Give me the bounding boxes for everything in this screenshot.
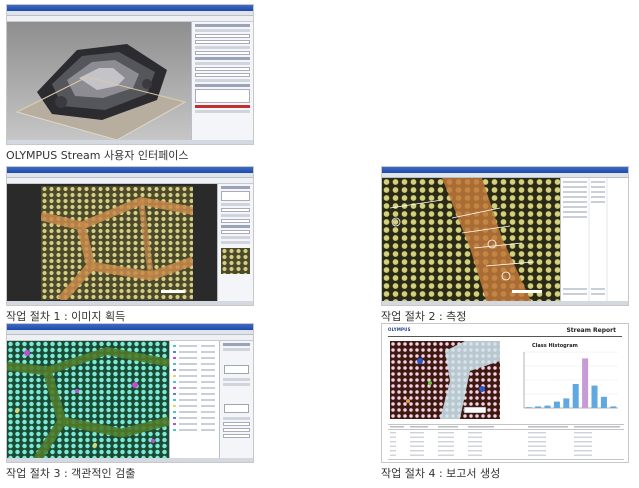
live-image-viewport [7, 184, 219, 301]
table-cell [468, 450, 482, 452]
report-image [390, 341, 500, 419]
table-cell [574, 450, 592, 452]
table-cell [574, 445, 592, 447]
properties-panel [191, 22, 253, 144]
histogram-bar [600, 396, 607, 408]
table-cell [528, 432, 546, 434]
table-cell [468, 454, 482, 456]
table-cell [468, 445, 482, 447]
table-cell [410, 436, 424, 438]
stream-ui-screenshot [6, 4, 254, 145]
grain-boundaries [41, 196, 193, 300]
3d-surface-render [15, 44, 187, 141]
measurement-results-table [560, 178, 628, 303]
window-statusbar [7, 140, 253, 144]
report-results-table [388, 424, 624, 460]
histogram-bar [525, 407, 532, 408]
histogram-bar [572, 384, 579, 408]
detected-grain-boundaries [7, 346, 169, 460]
thumbnail-preview [221, 248, 250, 274]
table-cell [390, 436, 396, 438]
measurement-overlays [389, 178, 542, 303]
3d-viewport [7, 22, 193, 141]
step3-screenshot [6, 323, 254, 463]
histogram-bar [544, 405, 551, 408]
table-cell [390, 432, 396, 434]
step4-report-screenshot: OLYMPUS Stream Report Class Histogram [381, 323, 629, 463]
measurement-viewport [382, 178, 560, 303]
table-cell [438, 432, 454, 434]
phase-button-1[interactable] [224, 365, 249, 374]
acquisition-panel [217, 184, 253, 305]
table-cell [528, 454, 546, 456]
histogram-bar [610, 406, 617, 408]
caption-step2: 작업 절차 2 : 측정 [381, 310, 467, 323]
table-cell [528, 445, 546, 447]
table-cell [574, 441, 592, 443]
table-cell [438, 450, 454, 452]
table-cell [438, 436, 454, 438]
caption-ui: OLYMPUS Stream 사용자 인터페이스 [6, 149, 189, 162]
table-cell [528, 441, 546, 443]
table-cell [438, 454, 454, 456]
table-cell [438, 441, 454, 443]
table-cell [410, 441, 424, 443]
histogram-bar [591, 385, 598, 408]
table-cell [410, 454, 424, 456]
window-menubar [7, 11, 253, 16]
detection-tools-panel [219, 341, 253, 462]
table-cell [390, 450, 396, 452]
step1-screenshot [6, 166, 254, 306]
table-cell [410, 445, 424, 447]
window-titlebar [7, 5, 253, 11]
detection-viewport [7, 341, 169, 460]
table-cell [390, 441, 396, 443]
table-cell [528, 450, 546, 452]
table-cell [574, 432, 592, 434]
histogram-bar [563, 398, 570, 408]
table-cell [438, 445, 454, 447]
table-cell [528, 436, 546, 438]
table-cell [574, 454, 592, 456]
phase-button-2[interactable] [224, 404, 249, 413]
table-cell [574, 436, 592, 438]
table-cell [468, 441, 482, 443]
table-cell [410, 432, 424, 434]
histogram-title: Class Histogram [532, 343, 578, 349]
caption-step1: 작업 절차 1 : 이미지 획득 [6, 310, 126, 323]
report-brand: OLYMPUS [388, 327, 411, 332]
table-cell [390, 445, 396, 447]
table-cell [468, 436, 482, 438]
class-histogram-chart [523, 351, 618, 409]
report-header-rule [388, 336, 622, 337]
table-cell [410, 450, 424, 452]
caption-step3: 작업 절차 3 : 객관적인 검출 [6, 467, 136, 480]
histogram-bar [553, 401, 560, 408]
step2-screenshot [381, 166, 629, 306]
caption-step4: 작업 절차 4 : 보고서 생성 [381, 467, 501, 480]
table-cell [468, 432, 482, 434]
class-results-list [169, 341, 221, 458]
histogram-bar [535, 406, 542, 408]
report-title: Stream Report [566, 327, 616, 334]
histogram-bar [582, 358, 589, 408]
table-cell [390, 454, 396, 456]
